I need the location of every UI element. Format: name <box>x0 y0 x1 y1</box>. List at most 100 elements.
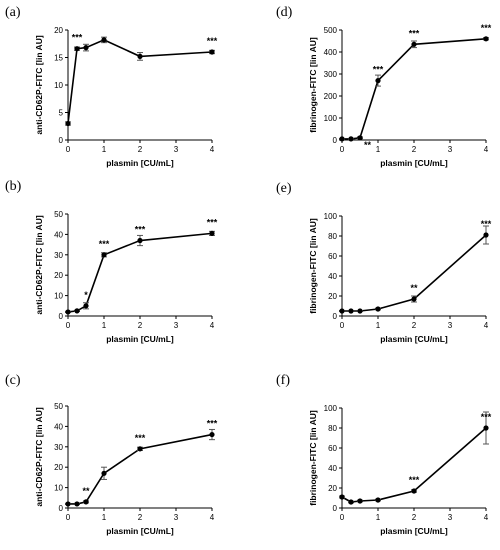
y-tick-label: 5 <box>59 109 64 118</box>
chart-panel-5: (e) 0 20 40 60 80 100 0 1 2 3 4 plasmin [CU/mL] fibri… <box>276 181 492 344</box>
chart-panel-2: (b) 0 10 20 30 40 50 0 1 2 3 4 plasmin [CU/mL] anti-C… <box>5 179 218 344</box>
significance-label: *** <box>409 475 420 485</box>
y-tick-label: 30 <box>54 443 63 452</box>
x-axis-label: plasmin [CU/mL] <box>380 334 448 344</box>
data-point <box>375 78 381 84</box>
y-tick-label: 10 <box>54 292 63 301</box>
significance-label: ** <box>410 283 418 293</box>
data-point <box>74 308 80 314</box>
data-point <box>375 497 381 503</box>
panel-letter: (c) <box>5 373 21 388</box>
data-point <box>137 237 143 244</box>
series-line <box>342 38 487 140</box>
x-tick-label: 0 <box>340 321 345 330</box>
y-tick-label: 100 <box>324 114 338 123</box>
x-tick-label: 1 <box>376 513 381 522</box>
y-tick-label: 0 <box>333 136 338 145</box>
y-tick-label: 20 <box>328 484 337 493</box>
chart-panel-6: (f) 0 20 40 60 80 100 0 1 2 3 4 plasmin [CU/mL] fibri… <box>276 373 492 536</box>
data-point <box>65 501 71 507</box>
y-tick-label: 10 <box>54 81 63 90</box>
x-tick-label: 0 <box>340 145 345 154</box>
data-point <box>209 49 215 55</box>
data-point <box>74 46 80 52</box>
y-tick-label: 10 <box>54 484 63 493</box>
x-tick-label: 4 <box>210 513 215 522</box>
data-point <box>101 470 107 476</box>
x-axis-label: plasmin [CU/mL] <box>380 158 448 168</box>
data-point <box>339 136 345 142</box>
y-tick-label: 15 <box>54 54 63 63</box>
x-axis-label: plasmin [CU/mL] <box>106 526 174 536</box>
data-point <box>348 308 354 314</box>
y-tick-label: 400 <box>324 48 338 57</box>
y-tick-label: 500 <box>324 26 338 35</box>
significance-label: *** <box>409 28 420 38</box>
x-tick-label: 2 <box>138 145 143 154</box>
y-axis-label: anti-CD62P-FITC [lin AU] <box>34 215 44 314</box>
y-axis-label: anti-CD62P-FITC [lin AU] <box>34 35 44 134</box>
y-tick-label: 20 <box>54 463 63 472</box>
y-tick-label: 100 <box>324 404 338 413</box>
data-point <box>483 425 489 431</box>
significance-label: ** <box>364 140 372 150</box>
data-point <box>74 501 80 507</box>
x-tick-label: 0 <box>66 145 71 154</box>
data-point <box>209 431 215 438</box>
y-tick-label: 40 <box>328 464 337 473</box>
x-axis-label: plasmin [CU/mL] <box>106 334 174 344</box>
y-tick-label: 0 <box>333 504 338 513</box>
panel-letter: (b) <box>5 179 22 194</box>
x-tick-label: 4 <box>484 513 489 522</box>
y-tick-label: 300 <box>324 70 338 79</box>
x-tick-label: 1 <box>102 145 107 154</box>
y-tick-label: 40 <box>54 422 63 431</box>
y-tick-label: 40 <box>54 230 63 239</box>
y-tick-label: 80 <box>328 232 337 241</box>
y-tick-label: 80 <box>328 424 337 433</box>
panel-letter: (d) <box>276 5 293 20</box>
x-tick-label: 1 <box>102 321 107 330</box>
x-axis-label: plasmin [CU/mL] <box>106 158 174 168</box>
x-tick-label: 4 <box>484 321 489 330</box>
x-tick-label: 2 <box>138 513 143 522</box>
data-point <box>357 498 363 504</box>
data-point <box>101 252 107 258</box>
y-tick-label: 0 <box>59 504 64 513</box>
panel-letter: (f) <box>276 373 290 388</box>
data-point <box>411 41 417 47</box>
data-point <box>339 308 345 314</box>
data-point <box>375 306 381 312</box>
y-tick-label: 60 <box>328 444 337 453</box>
x-tick-label: 1 <box>376 321 381 330</box>
y-axis-label: fibrinogen-FITC [lin AU] <box>308 410 318 506</box>
x-tick-label: 1 <box>102 513 107 522</box>
y-axis-label: anti-CD62P-FITC [lin AU] <box>34 407 44 506</box>
x-tick-label: 0 <box>340 513 345 522</box>
y-axis-label: fibrinogen-FITC [lin AU] <box>308 218 318 314</box>
significance-label: *** <box>207 217 218 227</box>
data-point <box>83 45 89 51</box>
y-tick-label: 20 <box>328 292 337 301</box>
significance-label: *** <box>99 239 110 249</box>
x-tick-label: 3 <box>174 145 179 154</box>
x-tick-label: 3 <box>174 513 179 522</box>
chart-panel-4: (d) 0 100 200 300 400 500 0 1 2 3 4 plasmin [CU/mL] f… <box>276 5 492 168</box>
significance-label: *** <box>135 225 146 235</box>
data-point <box>65 309 71 315</box>
significance-label: *** <box>481 23 492 33</box>
x-tick-label: 0 <box>66 513 71 522</box>
data-point <box>339 494 345 500</box>
data-point <box>137 446 143 452</box>
y-tick-label: 0 <box>59 136 64 145</box>
x-tick-label: 1 <box>376 145 381 154</box>
chart-panel-3: (c) 0 10 20 30 40 50 0 1 2 3 4 plasmin [CU/mL] anti-C… <box>5 373 218 536</box>
y-tick-label: 0 <box>333 312 338 321</box>
y-tick-label: 30 <box>54 251 63 260</box>
significance-label: * <box>84 290 88 300</box>
x-tick-label: 2 <box>138 321 143 330</box>
significance-label: *** <box>207 36 218 46</box>
significance-label: *** <box>481 412 492 422</box>
panel-letter: (e) <box>276 181 292 196</box>
